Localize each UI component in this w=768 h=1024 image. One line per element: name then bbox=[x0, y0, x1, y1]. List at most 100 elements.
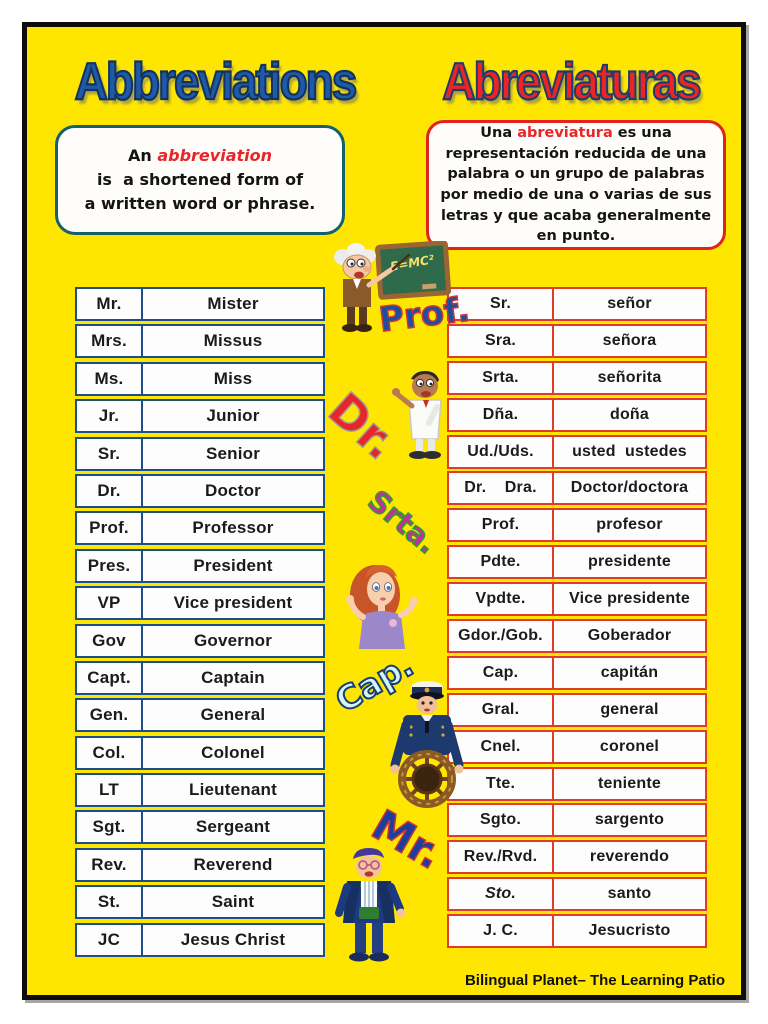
table-row: Gdor./Gob. Goberador bbox=[447, 619, 707, 654]
table-row: Ud./Uds. usted ustedes bbox=[447, 434, 707, 469]
abbreviation-cell: Dr. Dra. bbox=[449, 473, 554, 504]
abbreviation-cell: Pdte. bbox=[449, 547, 554, 578]
professor-cartoon: E=MC² bbox=[321, 240, 453, 343]
doctor-cartoon bbox=[385, 367, 459, 461]
abbreviation-cell: Vpdte. bbox=[449, 584, 554, 615]
abbreviation-cell: Sto. bbox=[449, 879, 554, 910]
table-row: Sr. Senior bbox=[75, 436, 325, 471]
meaning-cell: Mister bbox=[207, 294, 259, 313]
meaning-cell: Vice president bbox=[173, 593, 293, 613]
table-row: Prof. Professor bbox=[75, 511, 325, 546]
definition-english-line3: a written word or phrase. bbox=[84, 194, 316, 213]
abbreviation-cell: Tte. bbox=[449, 768, 554, 799]
meaning-cell: Lieutenant bbox=[189, 780, 277, 800]
abbreviation-cell: Rev. bbox=[77, 849, 143, 880]
meaning-cell: Saint bbox=[211, 892, 255, 912]
abbreviation-cell: Rev./Rvd. bbox=[449, 842, 554, 873]
definition-english-prefix: An bbox=[127, 146, 158, 165]
meaning-cell: Professor bbox=[192, 518, 274, 538]
abbreviation-cell: Mr. bbox=[77, 289, 143, 319]
meaning-cell: doña bbox=[609, 405, 650, 423]
meaning-cell: sargento bbox=[594, 811, 665, 829]
table-row: J. C. Jesucristo bbox=[447, 914, 707, 949]
abbreviation-cell: Pres. bbox=[77, 550, 143, 581]
spanish-table: Sr. señor Sra. señora Srta. señorita Dña. doña U… bbox=[447, 287, 707, 951]
abbreviation-cell: Prof. bbox=[449, 510, 554, 541]
abbreviation-cell: Sgto. bbox=[449, 805, 554, 836]
table-row: Rev. Reverend bbox=[75, 847, 325, 882]
poster: Abbreviations Abreviaturas An abbreviati… bbox=[22, 22, 746, 1000]
meaning-cell: señorita bbox=[597, 368, 662, 386]
table-row: Ms. Miss bbox=[75, 361, 325, 396]
abbreviation-cell: Cap. bbox=[449, 657, 554, 688]
mister-cartoon bbox=[327, 845, 415, 969]
table-row: Srta. señorita bbox=[447, 360, 707, 395]
abbreviation-cell: Ms. bbox=[77, 363, 143, 394]
meaning-cell: Jesucristo bbox=[588, 922, 671, 940]
table-row: Rev./Rvd. reverendo bbox=[447, 840, 707, 875]
abbreviation-cell: Jr. bbox=[77, 401, 143, 432]
meaning-cell: profesor bbox=[596, 516, 663, 534]
table-row: Mr. Mister bbox=[75, 287, 325, 321]
meaning-cell: presidente bbox=[588, 553, 671, 571]
table-row: Jr. Junior bbox=[75, 399, 325, 434]
meaning-cell: Missus bbox=[203, 331, 263, 351]
meaning-cell: General bbox=[200, 705, 266, 725]
meaning-cell: Reverend bbox=[193, 854, 273, 874]
abbreviation-cell: St. bbox=[77, 887, 143, 918]
table-row: Prof. profesor bbox=[447, 508, 707, 543]
table-row: St. Saint bbox=[75, 885, 325, 920]
abbreviation-cell: J. C. bbox=[449, 916, 554, 947]
meaning-cell: Goberador bbox=[587, 627, 672, 645]
meaning-cell: usted ustedes bbox=[572, 442, 687, 460]
senorita-cartoon bbox=[333, 553, 437, 657]
abbreviation-cell: Capt. bbox=[77, 662, 143, 693]
meaning-cell: Miss bbox=[213, 368, 253, 388]
meaning-cell: Doctor bbox=[205, 480, 261, 500]
definition-spanish-highlight: abreviatura bbox=[517, 125, 613, 142]
meaning-cell: coronel bbox=[599, 737, 660, 755]
table-row: Sra. señora bbox=[447, 323, 707, 358]
meaning-cell: santo bbox=[607, 885, 652, 903]
abbreviation-cell: Srta. bbox=[449, 362, 554, 393]
meaning-cell: Senior bbox=[205, 443, 261, 463]
table-row: Sto. santo bbox=[447, 877, 707, 912]
meaning-cell: President bbox=[193, 555, 273, 575]
table-row: Sr. señor bbox=[447, 287, 707, 321]
table-row: Cnel. coronel bbox=[447, 729, 707, 764]
abbreviation-cell: Ud./Uds. bbox=[449, 436, 554, 467]
table-row: Gen. General bbox=[75, 698, 325, 733]
abbreviation-cell: Gral. bbox=[449, 694, 554, 725]
meaning-cell: Sergeant bbox=[195, 817, 271, 837]
definition-box-english: An abbreviation is a shortened form of a… bbox=[55, 125, 345, 235]
abbreviation-cell: Dña. bbox=[449, 399, 554, 430]
abbreviation-cell: LT bbox=[77, 775, 143, 806]
table-row: Pdte. presidente bbox=[447, 545, 707, 580]
table-row: VP Vice president bbox=[75, 586, 325, 621]
abbreviation-cell: Gdor./Gob. bbox=[449, 621, 554, 652]
captain-cartoon bbox=[385, 677, 471, 809]
definition-box-spanish: Una abreviatura es una representación re… bbox=[426, 120, 726, 250]
abbreviation-cell: JC bbox=[77, 924, 143, 955]
definition-english-line2: is a shortened form of bbox=[96, 170, 304, 189]
senorita-icon bbox=[346, 565, 418, 649]
table-row: JC Jesus Christ bbox=[75, 922, 325, 957]
abbreviation-cell: Gen. bbox=[77, 700, 143, 731]
meaning-cell: teniente bbox=[598, 774, 661, 792]
table-row: Pres. President bbox=[75, 548, 325, 583]
abbreviation-cell: Dr. bbox=[77, 475, 143, 506]
abbreviation-cell: Sgt. bbox=[77, 812, 143, 843]
table-row: Sgt. Sergeant bbox=[75, 810, 325, 845]
table-row: Sgto. sargento bbox=[447, 803, 707, 838]
abbreviation-cell: Col. bbox=[77, 737, 143, 768]
label-senorita: Srta. bbox=[361, 483, 445, 562]
table-row: Cap. capitán bbox=[447, 655, 707, 690]
captain-icon bbox=[390, 681, 464, 808]
abbreviation-cell: Sra. bbox=[449, 325, 554, 356]
meaning-cell: señor bbox=[607, 295, 652, 312]
meaning-cell: Captain bbox=[201, 667, 265, 687]
definition-english-line1: An abbreviation bbox=[58, 144, 342, 168]
meaning-cell: general bbox=[600, 700, 659, 718]
meaning-cell: Junior bbox=[206, 406, 260, 426]
abbreviation-cell: Cnel. bbox=[449, 731, 554, 762]
